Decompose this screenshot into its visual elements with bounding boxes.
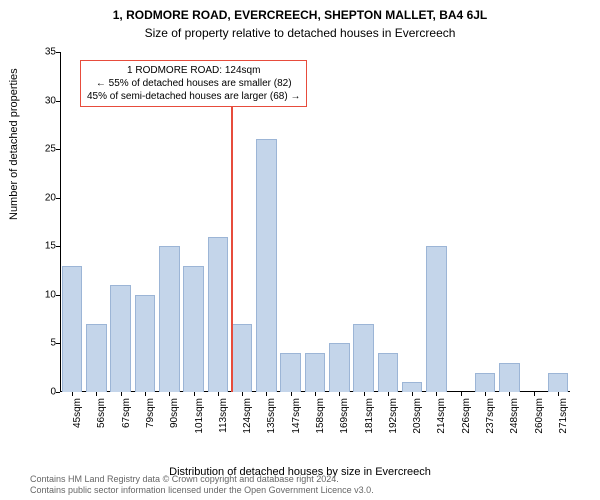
footer-line-1: Contains HM Land Registry data © Crown c… (30, 474, 374, 485)
x-tick-label: 56sqm (96, 398, 107, 428)
x-tick-label: 135sqm (266, 398, 277, 434)
plot-region: 0510152025303545sqm56sqm67sqm79sqm90sqm1… (60, 52, 570, 392)
x-tick-label: 45sqm (72, 398, 83, 428)
chart-area: 0510152025303545sqm56sqm67sqm79sqm90sqm1… (60, 52, 570, 392)
y-axis-label: Number of detached properties (8, 68, 20, 220)
bar (305, 353, 326, 392)
x-tick-label: 158sqm (315, 398, 326, 434)
annotation-line: 1 RODMORE ROAD: 124sqm (87, 64, 300, 77)
bar (353, 324, 374, 392)
y-tick-label: 5 (26, 338, 56, 349)
x-tick-label: 79sqm (145, 398, 156, 428)
y-tick-label: 30 (26, 95, 56, 106)
x-tick-label: 271sqm (558, 398, 569, 434)
bar (159, 246, 180, 392)
x-tick-label: 237sqm (485, 398, 496, 434)
bar (110, 285, 131, 392)
x-tick-label: 90sqm (169, 398, 180, 428)
bar (256, 139, 277, 392)
bar (208, 237, 229, 392)
bar (402, 382, 423, 392)
y-tick-label: 35 (26, 47, 56, 58)
x-tick-label: 260sqm (534, 398, 545, 434)
x-tick-label: 248sqm (509, 398, 520, 434)
x-tick-label: 214sqm (436, 398, 447, 434)
bar (329, 343, 350, 392)
x-tick-label: 181sqm (364, 398, 375, 434)
x-tick-label: 101sqm (194, 398, 205, 434)
footer-line-2: Contains public sector information licen… (30, 485, 374, 496)
bar (548, 373, 569, 392)
x-tick-label: 113sqm (218, 398, 229, 433)
y-tick-label: 10 (26, 289, 56, 300)
bar (183, 266, 204, 392)
y-tick-label: 20 (26, 192, 56, 203)
annotation-box: 1 RODMORE ROAD: 124sqm← 55% of detached … (80, 60, 307, 107)
bar (232, 324, 253, 392)
bar (426, 246, 447, 392)
x-tick-label: 192sqm (388, 398, 399, 434)
bar (86, 324, 107, 392)
x-tick-label: 226sqm (461, 398, 472, 434)
x-tick-label: 203sqm (412, 398, 423, 434)
y-tick-label: 25 (26, 144, 56, 155)
y-tick-label: 15 (26, 241, 56, 252)
address-title: 1, RODMORE ROAD, EVERCREECH, SHEPTON MAL… (0, 0, 600, 22)
footer-attribution: Contains HM Land Registry data © Crown c… (30, 474, 374, 496)
x-tick-label: 67sqm (121, 398, 132, 428)
bar (280, 353, 301, 392)
bar (499, 363, 520, 392)
annotation-line: 45% of semi-detached houses are larger (… (87, 90, 300, 103)
x-tick-label: 124sqm (242, 398, 253, 434)
bar (62, 266, 83, 392)
chart-subtitle: Size of property relative to detached ho… (0, 22, 600, 40)
bar (378, 353, 399, 392)
bar (475, 373, 496, 392)
bar (135, 295, 156, 392)
y-tick-label: 0 (26, 387, 56, 398)
x-tick-label: 169sqm (339, 398, 350, 434)
highlight-marker (231, 107, 233, 392)
x-tick-label: 147sqm (291, 398, 302, 434)
annotation-line: ← 55% of detached houses are smaller (82… (87, 77, 300, 90)
